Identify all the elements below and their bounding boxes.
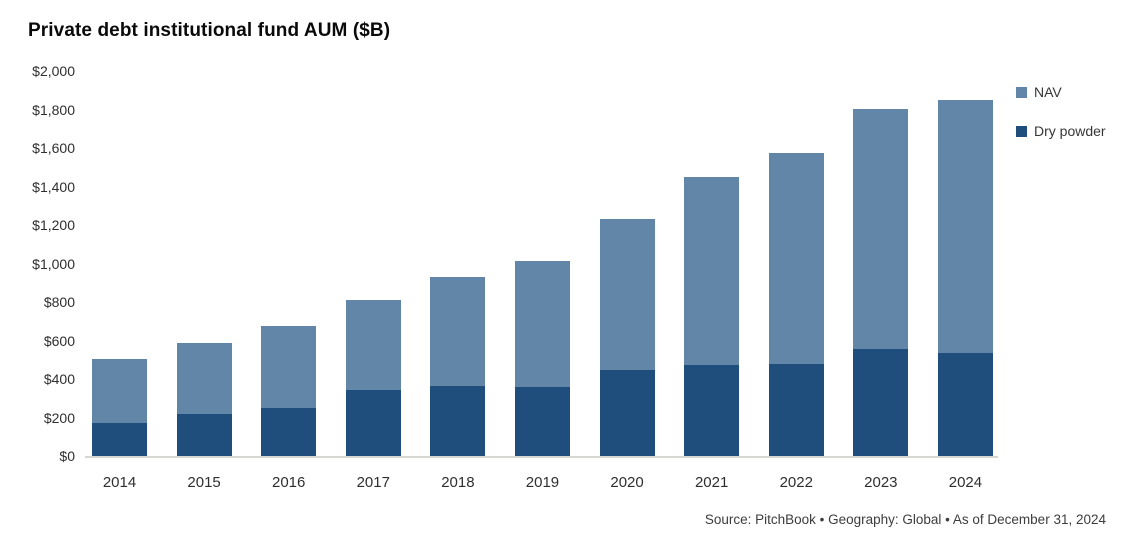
y-tick-label: $600 (43, 332, 75, 349)
bar-group-2018 (430, 277, 486, 456)
bar-group-2021 (684, 176, 740, 456)
bar-group-2014 (92, 358, 147, 456)
dry-powder-swatch-icon (1016, 125, 1027, 137)
y-tick-label: $2,000 (32, 63, 75, 79)
legend-item-nav: NAV (1016, 84, 1106, 100)
bar-segment-dry-powder-2017 (345, 389, 401, 456)
x-axis-label-2015: 2015 (187, 474, 221, 491)
bar-segment-nav-2020 (599, 219, 655, 371)
bar-group-2015 (176, 343, 232, 456)
bar-segment-dry-powder-2021 (684, 364, 740, 456)
bar-segment-nav-2024 (937, 99, 993, 354)
bar-segment-dry-powder-2019 (514, 386, 570, 456)
x-axis: 2014 2015 2016 2017 2018 2019 2020 2021 2022 2023… (85, 474, 998, 491)
bar-segment-nav-2018 (430, 277, 486, 386)
nav-swatch-icon (1016, 86, 1027, 98)
bar-group-2016 (261, 326, 317, 456)
legend: NAV Dry powder (1016, 84, 1106, 139)
x-axis-label-2017: 2017 (356, 474, 390, 491)
y-tick-label: $1,000 (32, 255, 75, 272)
bar-segment-nav-2016 (261, 326, 317, 408)
chart-title: Private debt institutional fund AUM ($B) (28, 20, 391, 41)
bar-segment-dry-powder-2023 (853, 349, 909, 456)
bar-segment-dry-powder-2015 (176, 413, 232, 456)
x-axis-label-2024: 2024 (948, 474, 983, 491)
bar-segment-dry-powder-2024 (937, 353, 993, 456)
bar-segment-dry-powder-2018 (430, 385, 486, 456)
x-axis-label-2018: 2018 (441, 474, 475, 491)
bar-segment-nav-2014 (92, 358, 147, 424)
bar-group-2019 (514, 260, 570, 456)
legend-item-dry-powder: Dry powder (1016, 123, 1106, 139)
bar-group-2017 (345, 300, 401, 456)
bar-segment-nav-2023 (853, 108, 909, 350)
legend-label-dry-powder: Dry powder (1034, 123, 1106, 139)
bar-group-2024 (937, 99, 993, 456)
bar-segment-nav-2015 (176, 343, 232, 414)
y-tick-label: $1,800 (32, 101, 75, 118)
x-axis-label-2016: 2016 (272, 474, 306, 491)
y-tick-label: $1,400 (32, 178, 75, 195)
plot-area (85, 71, 998, 456)
y-tick-label: $200 (43, 409, 75, 426)
bar-segment-nav-2021 (684, 176, 740, 365)
bar-segment-dry-powder-2020 (599, 370, 655, 456)
bar-segment-nav-2017 (345, 300, 401, 390)
bar-segment-nav-2022 (768, 152, 824, 364)
y-tick-label: $0 (59, 448, 75, 464)
y-tick-label: $400 (43, 371, 75, 387)
bar-segment-dry-powder-2014 (92, 423, 147, 456)
bar-group-2023 (853, 108, 909, 456)
y-tick-label: $1,600 (32, 140, 75, 156)
bar-segment-dry-powder-2022 (768, 363, 824, 456)
legend-label-nav: NAV (1034, 84, 1062, 100)
x-axis-label-2020: 2020 (610, 474, 644, 491)
x-axis-label-2019: 2019 (525, 474, 560, 491)
bar-group-2020 (599, 219, 655, 456)
bars-container (85, 71, 998, 456)
x-axis-label-2021: 2021 (694, 474, 729, 491)
y-tick-label: $1,200 (32, 217, 75, 233)
y-tick-label: $800 (43, 294, 75, 310)
bar-segment-dry-powder-2016 (261, 407, 317, 456)
x-axis-label-2022: 2022 (779, 474, 813, 491)
bar-group-2022 (768, 152, 824, 456)
y-axis: $0 $200 $400 $600 $800 $1,000 $1,200 $1,400 $1,6… (0, 63, 75, 464)
x-axis-label-2023: 2023 (864, 474, 898, 491)
x-axis-label-2014: 2014 (102, 474, 137, 491)
source-line: Source: PitchBook • Geography: Global • … (704, 512, 1106, 527)
x-axis-baseline (85, 456, 998, 458)
bar-segment-nav-2019 (514, 260, 570, 387)
